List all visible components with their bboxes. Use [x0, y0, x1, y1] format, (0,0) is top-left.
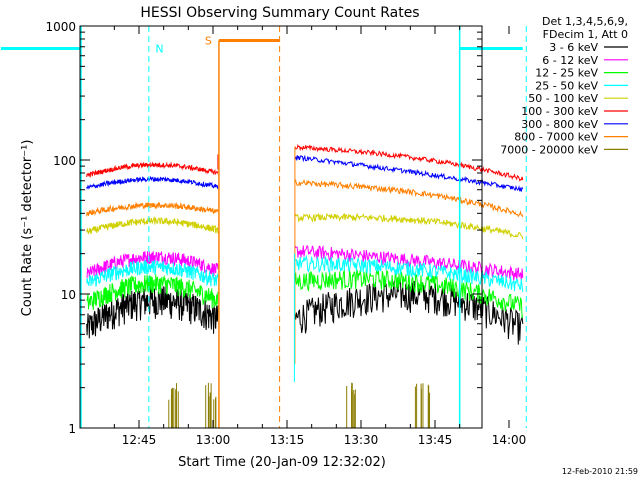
x-tick-label: 14:00: [492, 433, 527, 447]
night-marker-label: N: [155, 42, 163, 55]
series-line-800-7000keV: [86, 201, 219, 217]
series-line-50-100keV: [86, 216, 219, 235]
legend-label: 3 - 6 keV: [549, 41, 598, 54]
series-line-300-800keV: [294, 154, 524, 192]
x-axis-label: Start Time (20-Jan-09 12:32:02): [178, 455, 386, 470]
y-tick-label: 100: [53, 154, 76, 168]
series-layer: [86, 143, 524, 428]
series-line-3-6keV: [294, 280, 524, 345]
series-line-25-50keV: [86, 259, 219, 287]
series-line-300-800keV: [86, 175, 219, 190]
series-line-12-25keV: [86, 274, 219, 311]
y-tick-label: 10: [61, 288, 76, 302]
x-tick-label: 13:30: [344, 433, 379, 447]
legend-label: 50 - 100 keV: [528, 92, 598, 105]
legend-label: 6 - 12 keV: [542, 54, 598, 67]
legend-label: 300 - 800 keV: [521, 118, 598, 131]
series-line-100-300keV: [86, 161, 219, 178]
legend-header-line-2: FDecim 1, Att 0: [543, 28, 628, 41]
y-axis-label: Count Rate (s⁻¹ detector⁻¹): [20, 140, 35, 317]
axis-layer: 12:45 13:00 13:15 13:30 13:45 14:00 1 10 100 1000: [45, 20, 526, 447]
x-tick-label: 13:00: [196, 433, 231, 447]
legend-label: 12 - 25 keV: [535, 67, 598, 80]
series-line-6-12keV: [294, 244, 524, 281]
x-tick-label: 13:15: [270, 433, 305, 447]
x-tick-label: 13:45: [418, 433, 453, 447]
series-line-25-50keV: [294, 254, 524, 292]
marker-layer: NS: [0, 26, 527, 428]
legend-header-line-1: Det 1,3,4,5,6,9,: [542, 15, 628, 28]
saa-marker-label: S: [205, 34, 212, 47]
y-tick-label: 1: [68, 422, 76, 436]
legend-label: 800 - 7000 keV: [514, 131, 598, 144]
legend-label: 7000 - 20000 keV: [500, 143, 598, 156]
series-line-800-7000keV: [294, 179, 524, 218]
y-tick-label: 1000: [45, 20, 76, 34]
plot-frame: [79, 25, 483, 429]
legend-label: 100 - 300 keV: [521, 105, 598, 118]
timestamp: 12-Feb-2010 21:59: [562, 467, 638, 476]
legend-label: 25 - 50 keV: [535, 79, 598, 92]
chart-title: HESSI Observing Summary Count Rates: [140, 5, 419, 21]
series-line-50-100keV: [294, 212, 524, 240]
series-line-100-300keV: [294, 143, 524, 182]
x-tick-label: 12:45: [122, 433, 157, 447]
